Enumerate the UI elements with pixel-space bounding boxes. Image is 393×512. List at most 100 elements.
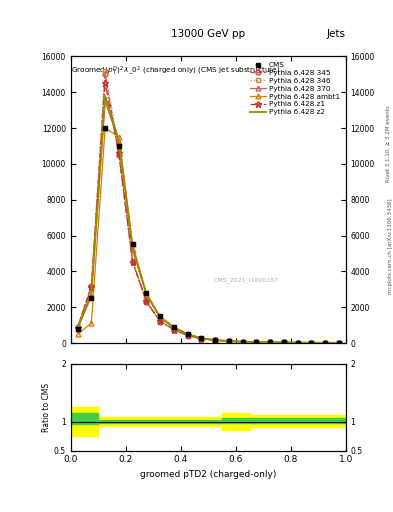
Pythia 6.428 z2 xyxy=(199,335,204,341)
Pythia 6.428 z2 xyxy=(226,338,231,344)
Pythia 6.428 z1 xyxy=(89,285,94,291)
Pythia 6.428 z2 xyxy=(103,93,108,99)
Text: Rivet 3.1.10, ≥ 3.2M events: Rivet 3.1.10, ≥ 3.2M events xyxy=(386,105,391,182)
Pythia 6.428 345 xyxy=(213,337,218,344)
Pythia 6.428 370 xyxy=(213,337,218,343)
Pythia 6.428 345 xyxy=(254,339,259,345)
Pythia 6.428 z1 xyxy=(281,339,286,346)
Pythia 6.428 z1 xyxy=(130,259,135,265)
Pythia 6.428 370 xyxy=(89,293,94,300)
Pythia 6.428 370 xyxy=(226,338,231,344)
Pythia 6.428 370 xyxy=(268,339,272,345)
Pythia 6.428 z1 xyxy=(268,339,272,346)
Pythia 6.428 346 xyxy=(158,318,163,324)
CMS xyxy=(130,241,135,247)
CMS xyxy=(240,338,245,345)
Pythia 6.428 346 xyxy=(254,339,259,345)
Pythia 6.428 346 xyxy=(268,339,272,346)
Pythia 6.428 345 xyxy=(103,71,108,77)
Pythia 6.428 ambt1 xyxy=(268,339,272,345)
Pythia 6.428 z1 xyxy=(144,298,149,305)
CMS xyxy=(295,339,300,346)
Pythia 6.428 ambt1 xyxy=(213,337,218,343)
Pythia 6.428 ambt1 xyxy=(130,241,135,247)
Pythia 6.428 345 xyxy=(295,339,300,346)
Pythia 6.428 345 xyxy=(268,339,272,346)
Pythia 6.428 z2 xyxy=(281,339,286,346)
Pythia 6.428 370 xyxy=(116,139,121,145)
Pythia 6.428 ambt1 xyxy=(254,339,259,345)
Pythia 6.428 ambt1 xyxy=(309,339,314,346)
CMS xyxy=(89,295,94,301)
Line: Pythia 6.428 z2: Pythia 6.428 z2 xyxy=(78,96,339,343)
Pythia 6.428 346 xyxy=(213,337,218,344)
Legend: CMS, Pythia 6.428 345, Pythia 6.428 346, Pythia 6.428 370, Pythia 6.428 ambt1, P: CMS, Pythia 6.428 345, Pythia 6.428 346,… xyxy=(248,60,342,117)
X-axis label: groomed pTD2 (charged-only): groomed pTD2 (charged-only) xyxy=(140,470,277,479)
CMS xyxy=(226,338,231,344)
Pythia 6.428 ambt1 xyxy=(336,339,341,346)
Pythia 6.428 z2 xyxy=(158,314,163,321)
Pythia 6.428 346 xyxy=(309,339,314,346)
Pythia 6.428 z1 xyxy=(75,325,80,331)
Pythia 6.428 370 xyxy=(199,335,204,341)
Pythia 6.428 346 xyxy=(75,325,80,331)
Pythia 6.428 370 xyxy=(254,339,259,345)
Pythia 6.428 345 xyxy=(89,283,94,289)
Pythia 6.428 z1 xyxy=(213,337,218,344)
Pythia 6.428 346 xyxy=(144,298,149,304)
Text: CMS_2021_I1920187: CMS_2021_I1920187 xyxy=(214,277,279,283)
CMS xyxy=(309,339,314,346)
Pythia 6.428 z1 xyxy=(199,336,204,342)
Pythia 6.428 370 xyxy=(130,247,135,253)
Pythia 6.428 346 xyxy=(103,68,108,74)
CMS xyxy=(281,339,286,346)
Pythia 6.428 ambt1 xyxy=(144,290,149,296)
Pythia 6.428 z2 xyxy=(254,339,259,345)
Text: 13000 GeV pp: 13000 GeV pp xyxy=(171,29,245,39)
Pythia 6.428 z2 xyxy=(268,339,272,345)
Pythia 6.428 370 xyxy=(281,339,286,346)
Pythia 6.428 345 xyxy=(75,324,80,330)
Line: Pythia 6.428 z1: Pythia 6.428 z1 xyxy=(75,80,342,346)
CMS xyxy=(75,326,80,332)
Pythia 6.428 346 xyxy=(336,340,341,346)
Pythia 6.428 z2 xyxy=(336,340,341,346)
Pythia 6.428 ambt1 xyxy=(171,324,176,330)
Pythia 6.428 ambt1 xyxy=(116,134,121,140)
Line: Pythia 6.428 345: Pythia 6.428 345 xyxy=(75,72,342,345)
Pythia 6.428 370 xyxy=(295,339,300,346)
CMS xyxy=(158,313,163,319)
Text: Jets: Jets xyxy=(327,29,346,39)
Line: Pythia 6.428 346: Pythia 6.428 346 xyxy=(75,68,342,345)
Pythia 6.428 346 xyxy=(171,326,176,332)
CMS xyxy=(213,337,218,343)
Pythia 6.428 370 xyxy=(171,325,176,331)
CMS xyxy=(103,125,108,131)
Pythia 6.428 ambt1 xyxy=(323,339,328,346)
Pythia 6.428 345 xyxy=(144,298,149,305)
Pythia 6.428 345 xyxy=(158,318,163,325)
Pythia 6.428 346 xyxy=(199,336,204,342)
Pythia 6.428 ambt1 xyxy=(226,338,231,344)
Pythia 6.428 z2 xyxy=(171,325,176,331)
Pythia 6.428 370 xyxy=(336,340,341,346)
Pythia 6.428 z2 xyxy=(130,245,135,251)
Pythia 6.428 346 xyxy=(295,339,300,346)
CMS xyxy=(268,339,272,345)
Pythia 6.428 z1 xyxy=(116,150,121,156)
Pythia 6.428 ambt1 xyxy=(295,339,300,346)
Pythia 6.428 z1 xyxy=(295,339,300,346)
Pythia 6.428 z1 xyxy=(158,318,163,325)
Pythia 6.428 346 xyxy=(240,338,245,345)
Pythia 6.428 370 xyxy=(323,339,328,346)
Pythia 6.428 ambt1 xyxy=(158,313,163,319)
Pythia 6.428 345 xyxy=(240,338,245,345)
Pythia 6.428 z1 xyxy=(323,339,328,346)
Pythia 6.428 z1 xyxy=(336,340,341,346)
Line: CMS: CMS xyxy=(75,125,342,345)
Pythia 6.428 z2 xyxy=(89,290,94,296)
Pythia 6.428 345 xyxy=(185,332,190,338)
Pythia 6.428 ambt1 xyxy=(281,339,286,346)
Pythia 6.428 z2 xyxy=(144,291,149,297)
Pythia 6.428 370 xyxy=(75,326,80,332)
